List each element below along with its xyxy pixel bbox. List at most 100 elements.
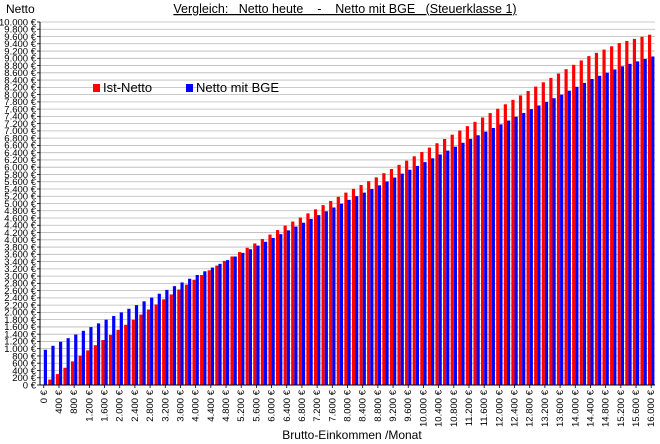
bar-ist-netto [215,265,219,385]
bar-ist-netto [648,34,652,385]
bar-netto-mit-bge [195,275,199,385]
y-tick-label: 600 € [12,359,36,370]
bar-ist-netto [541,82,545,385]
bar-netto-mit-bge [119,312,123,385]
bar-ist-netto [602,49,606,386]
bar-ist-netto [55,374,59,385]
bar-netto-mit-bge [127,308,131,385]
bar-ist-netto [230,256,234,385]
bar-ist-netto [169,294,173,385]
bar-netto-mit-bge [263,241,268,385]
x-tick-label: 15.600 € [631,389,642,427]
bar-netto-mit-bge [423,162,427,385]
bar-ist-netto [351,188,356,385]
y-tick-label: 9.200 € [4,46,36,57]
x-tick-label: 3.200 € [160,389,171,421]
bar-ist-netto [154,304,158,385]
y-tick-label: 1.800 € [4,315,36,326]
bar-netto-mit-bge [188,278,192,385]
bar-ist-netto [177,289,181,385]
bar-netto-mit-bge [438,154,442,385]
bar-netto-mit-bge [89,327,93,385]
bar-netto-mit-bge [172,286,177,385]
legend-swatch-ist-netto [93,84,100,92]
bar-ist-netto [268,234,272,385]
x-tick-label: 12.800 € [525,389,536,427]
bar-netto-mit-bge [651,56,655,386]
bar-netto-mit-bge [537,105,541,386]
bar-ist-netto [412,156,416,385]
bar-ist-netto [253,243,257,385]
y-tick-label: 3.600 € [4,250,36,261]
y-tick-label: 400 € [12,366,36,377]
bar-ist-netto [260,238,264,385]
x-tick-label: 4.400 € [206,389,217,421]
y-tick-label: 4.800 € [4,206,36,217]
bar-ist-netto [503,104,507,385]
y-tick-label: 8.400 € [4,75,36,86]
x-tick-label: 10.400 € [434,389,445,427]
bar-netto-mit-bge [544,101,549,386]
bar-netto-mit-bge [377,185,382,385]
x-tick-label: 7.600 € [327,389,338,421]
y-tick-label: 1.000 € [4,344,36,355]
bar-ist-netto [222,260,227,385]
y-tick-label: 6.200 € [4,155,36,166]
bar-netto-mit-bge [203,271,207,385]
x-tick-label: 12.000 € [494,389,505,427]
bar-ist-netto [534,86,538,386]
y-tick-label: 9.800 € [4,25,36,36]
x-tick-label: 2.400 € [130,389,141,421]
y-tick-label: 1.600 € [4,322,36,333]
x-tick-label: 11.200 € [464,389,475,426]
y-tick-label: 9.400 € [4,39,36,50]
legend-swatch-netto-mit-bge [186,84,193,92]
legend-label-netto-mit-bge: Netto mit BGE [196,80,279,95]
y-tick-label: 6.400 € [4,148,36,159]
y-tick-label: 4.200 € [4,228,36,239]
bar-ist-netto [101,339,105,385]
bar-netto-mit-bge [567,90,571,385]
y-tick-label: 0 € [23,380,37,391]
x-tick-label: 6.800 € [297,389,308,421]
bar-ist-netto [48,379,52,385]
bar-ist-netto [587,56,591,386]
y-tick-label: 2.600 € [4,286,36,297]
x-tick-label: 14.000 € [570,389,581,427]
y-tick-label: 4.400 € [4,221,36,232]
y-tick-label: 8.600 € [4,68,36,79]
bar-ist-netto [359,184,363,385]
bar-ist-netto [556,73,561,386]
bar-netto-mit-bge [598,75,602,385]
x-tick-label: 1.600 € [100,389,111,421]
x-tick-label: 8.000 € [343,389,354,421]
bar-ist-netto [610,46,614,385]
bars [43,34,655,386]
bar-ist-netto [640,36,644,385]
x-tick-label: 0 € [39,389,50,403]
bar-netto-mit-bge [628,63,632,386]
bar-ist-netto [329,200,333,385]
y-tick-label: 2.000 € [4,308,36,319]
bar-netto-mit-bge [461,142,465,385]
x-tick-label: 16.000 € [646,389,657,427]
bar-netto-mit-bge [157,293,161,385]
y-tick-label: 5.600 € [4,177,36,188]
bar-netto-mit-bge [491,128,495,385]
bar-netto-mit-bge [643,58,647,385]
bar-netto-mit-bge [112,316,116,385]
bar-netto-mit-bge [96,323,101,385]
y-tick-label: 6.800 € [4,133,36,144]
x-tick-label: 14.400 € [585,389,596,427]
bar-ist-netto [458,130,462,385]
y-tick-label: 7.600 € [4,104,36,115]
legend-label-ist-netto: Ist-Netto [103,80,152,95]
bar-netto-mit-bge [332,207,336,385]
bar-netto-mit-bge [271,237,275,385]
bar-ist-netto [579,60,583,385]
x-tick-label: 10.000 € [418,389,429,427]
bar-ist-netto [124,324,128,385]
bar-ist-netto [108,334,113,385]
bar-netto-mit-bge [499,124,503,386]
